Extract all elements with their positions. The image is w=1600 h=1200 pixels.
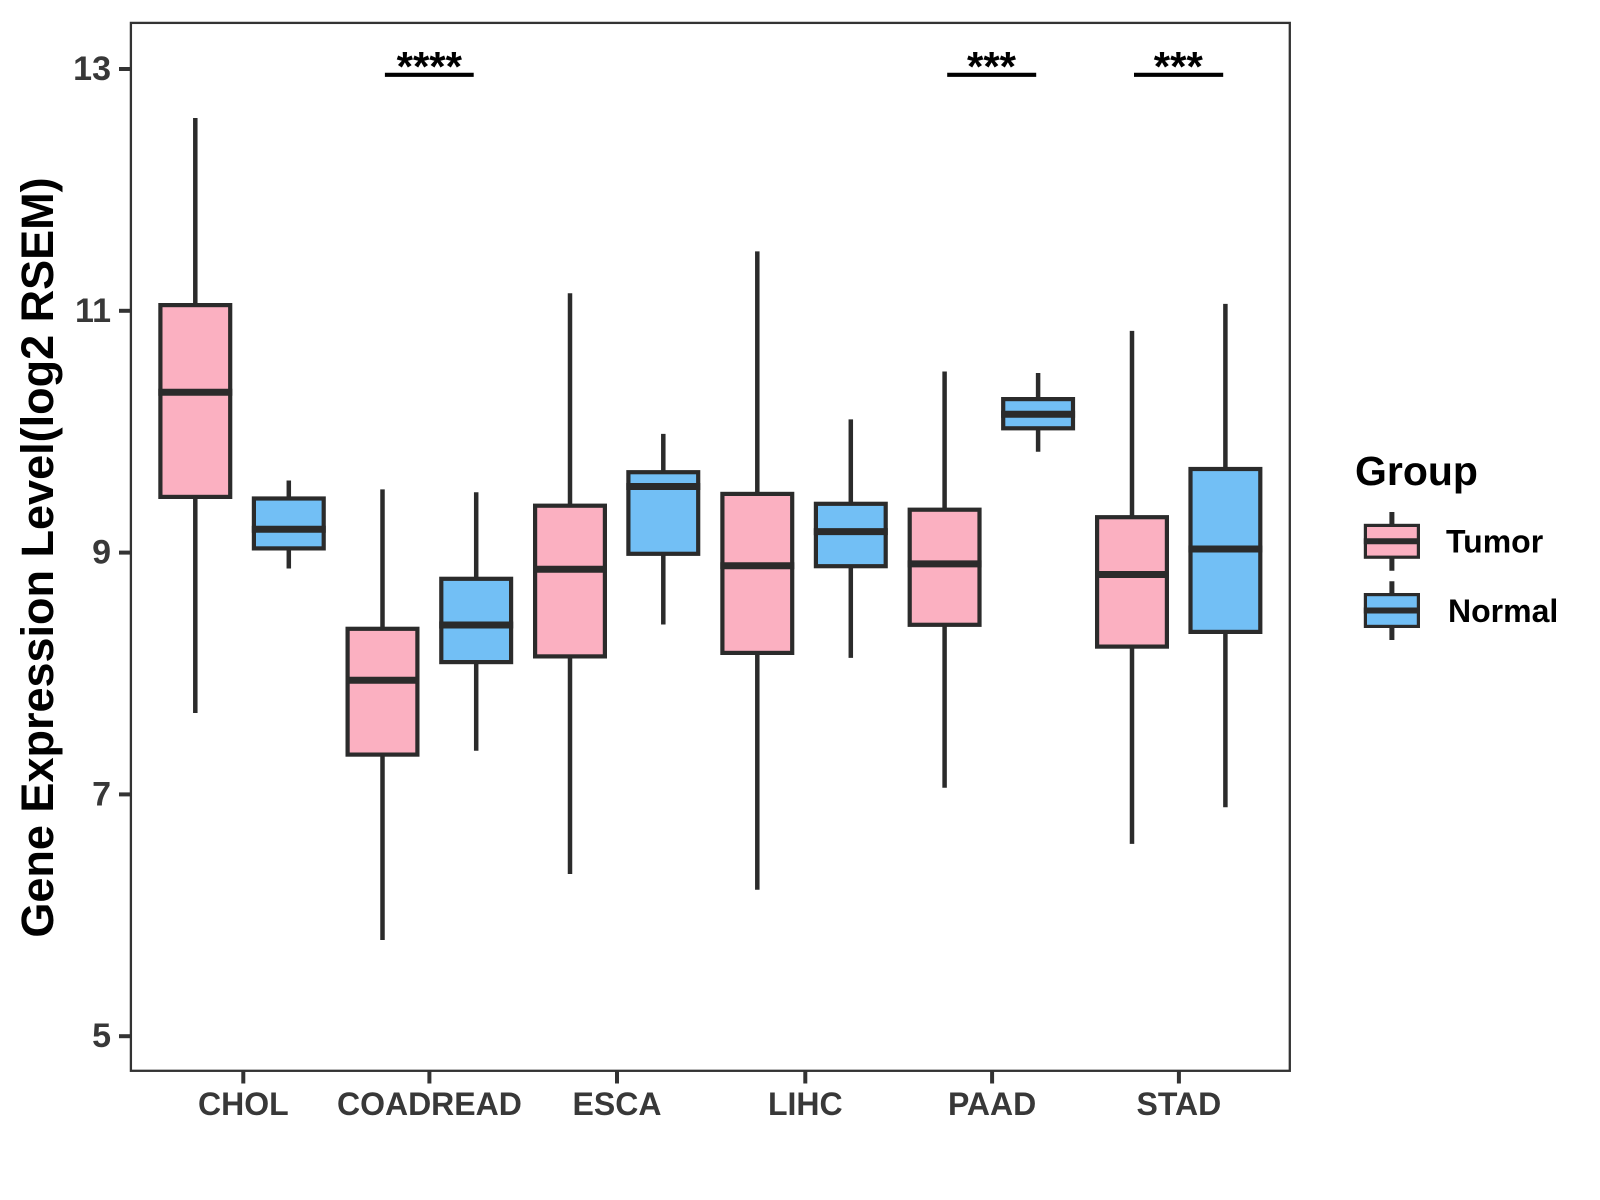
svg-text:11: 11 <box>75 292 111 330</box>
svg-text:STAD: STAD <box>1137 1086 1222 1122</box>
svg-text:ESCA: ESCA <box>573 1086 662 1122</box>
svg-text:****: **** <box>397 43 463 90</box>
svg-text:LIHC: LIHC <box>768 1086 843 1122</box>
svg-text:***: *** <box>967 43 1017 90</box>
svg-text:Normal: Normal <box>1448 593 1558 629</box>
svg-text:Group: Group <box>1355 448 1478 494</box>
svg-text:CHOL: CHOL <box>198 1086 289 1122</box>
svg-text:7: 7 <box>92 775 111 813</box>
svg-text:Tumor: Tumor <box>1446 524 1543 560</box>
svg-text:Gene Expression Level(log2 RSE: Gene Expression Level(log2 RSEM) <box>12 177 63 937</box>
svg-text:***: *** <box>1154 43 1204 90</box>
svg-text:COADREAD: COADREAD <box>337 1086 522 1122</box>
svg-text:PAAD: PAAD <box>948 1086 1036 1122</box>
svg-text:5: 5 <box>92 1017 111 1055</box>
svg-text:9: 9 <box>92 534 111 572</box>
svg-text:13: 13 <box>73 50 111 88</box>
